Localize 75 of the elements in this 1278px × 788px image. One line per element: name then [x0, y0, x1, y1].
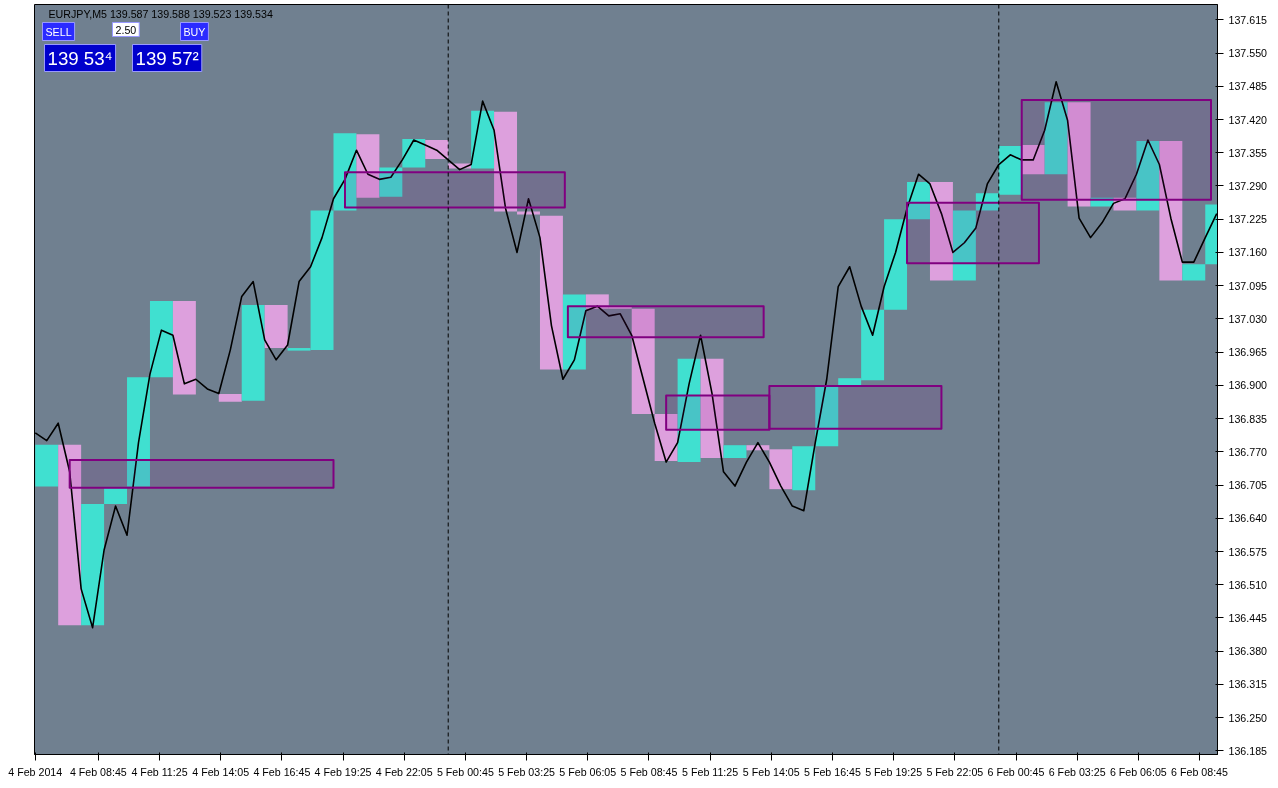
y-tick-label: 136.965: [1228, 346, 1268, 359]
bar: [425, 139, 449, 159]
bar: [218, 394, 242, 402]
x-tick-label: 5 Feb 19:25: [865, 765, 923, 778]
y-tick-label: 136.770: [1228, 445, 1268, 458]
bar: [815, 386, 839, 447]
y-tick-label: 136.315: [1228, 678, 1268, 691]
x-tick-label: 4 Feb 11:25: [131, 765, 188, 778]
x-tick-label: 4 Feb 22:05: [375, 765, 433, 778]
x-tick-label: 4 Feb 16:45: [253, 765, 311, 778]
y-tick-label: 137.420: [1228, 113, 1268, 126]
bar: [356, 134, 380, 198]
bar: [172, 301, 196, 395]
bar: [1159, 141, 1183, 281]
y-tick-label: 136.900: [1228, 379, 1268, 392]
y-tick-label: 136.640: [1228, 512, 1268, 525]
bar: [58, 444, 82, 626]
y-tick-label: 137.615: [1228, 13, 1268, 26]
bar: [471, 110, 495, 169]
x-tick-label: 5 Feb 00:45: [436, 765, 494, 778]
annotation: 139 53⁴: [47, 47, 113, 69]
bar: [631, 308, 655, 415]
y-tick-label: 137.550: [1228, 47, 1268, 60]
y-tick-label: 137.030: [1228, 312, 1268, 325]
y-tick-label: 136.575: [1228, 545, 1268, 558]
y-tick-label: 137.160: [1228, 246, 1268, 259]
x-tick-label: 4 Feb 19:25: [314, 765, 372, 778]
x-tick-label: 5 Feb 14:05: [742, 765, 800, 778]
y-tick-label: 136.250: [1228, 711, 1268, 724]
x-tick-label: 4 Feb 14:05: [192, 765, 250, 778]
x-tick-label: 5 Feb 03:25: [498, 765, 556, 778]
y-tick-label: 136.185: [1228, 744, 1268, 757]
x-tick-label: 5 Feb 16:45: [804, 765, 861, 778]
bar: [723, 445, 747, 458]
x-tick-label: 5 Feb 08:45: [620, 765, 678, 778]
bar: [264, 305, 288, 349]
y-tick-label: 137.290: [1228, 179, 1268, 192]
x-tick-label: 5 Feb 06:05: [559, 765, 617, 778]
bar: [929, 181, 953, 281]
y-tick-label: 136.510: [1228, 578, 1268, 591]
x-tick-label: 5 Feb 22:05: [926, 765, 984, 778]
bar: [1067, 102, 1091, 207]
bar: [1182, 264, 1206, 281]
x-tick-label: 6 Feb 06:05: [1109, 765, 1167, 778]
y-tick-label: 136.445: [1228, 612, 1268, 624]
x-tick-label: 5 Feb 11:25: [682, 765, 739, 778]
y-tick-label: 137.485: [1228, 80, 1268, 93]
bar: [104, 488, 128, 504]
bar: [539, 215, 563, 370]
bar: [81, 503, 105, 626]
annotation: BUY: [183, 25, 206, 38]
y-tick-label: 137.225: [1228, 213, 1268, 226]
y-tick-label: 137.095: [1228, 279, 1268, 292]
bar: [792, 446, 816, 491]
x-tick-label: 6 Feb 08:45: [1171, 765, 1229, 778]
x-tick-label: 6 Feb 00:45: [987, 765, 1045, 778]
y-tick-label: 136.705: [1228, 479, 1268, 492]
x-tick-label: 4 Feb 08:45: [69, 765, 127, 778]
y-tick-label: 136.380: [1228, 645, 1268, 658]
bar: [241, 305, 265, 401]
bar: [952, 210, 976, 281]
bar: [402, 138, 426, 168]
bar: [884, 219, 908, 310]
x-tick-label: 6 Feb 03:25: [1048, 765, 1106, 778]
y-tick-label: 137.355: [1228, 146, 1268, 159]
annotation: 139 57²: [135, 47, 199, 69]
bar: [127, 377, 150, 487]
bar: [1044, 102, 1068, 175]
annotation: SELL: [45, 25, 72, 38]
x-tick-label: 4 Feb 2014: [8, 765, 63, 778]
y-tick-label: 136.835: [1228, 412, 1268, 425]
chart-title: EURJPY,M5 139.587 139.588 139.523 139.534: [48, 7, 273, 20]
bar: [35, 444, 59, 487]
annotation: 2.50: [115, 23, 137, 36]
bar: [149, 301, 173, 378]
